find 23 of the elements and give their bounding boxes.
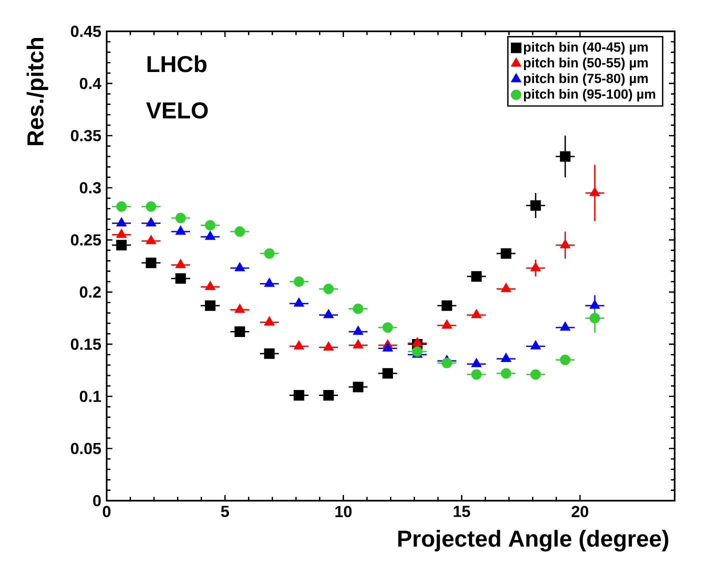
annotation: VELO bbox=[146, 102, 208, 119]
x-axis-title: Projected Angle (degree) bbox=[398, 530, 668, 552]
y-tick-label: 0.3 bbox=[80, 182, 101, 194]
legend-label: pitch bin (75-80) µm bbox=[524, 73, 648, 86]
y-tick-label: 0.45 bbox=[70, 26, 101, 37]
y-axis-title: Res./pitch bbox=[26, 38, 48, 146]
y-tick-label: 0.1 bbox=[80, 390, 101, 402]
legend-label: pitch bin (40-45) µm bbox=[524, 42, 648, 54]
y-tick-label: 0 bbox=[93, 494, 101, 506]
x-tick-label: 20 bbox=[572, 506, 588, 518]
x-tick-label: 5 bbox=[221, 506, 230, 518]
legend-label: pitch bin (50-55) µm bbox=[524, 58, 648, 70]
legend-label: pitch bin (95-100) µm bbox=[524, 89, 656, 102]
y-tick-label: 0.25 bbox=[70, 234, 101, 246]
y-tick-label: 0.05 bbox=[70, 442, 101, 454]
x-tick-label: 10 bbox=[335, 506, 352, 518]
y-tick-label: 0.15 bbox=[70, 338, 101, 350]
y-tick-label: 0.4 bbox=[80, 78, 102, 90]
y-tick-label: 0.2 bbox=[80, 286, 101, 298]
annotation: LHCb bbox=[148, 55, 206, 72]
y-tick-label: 0.35 bbox=[70, 130, 101, 142]
x-tick-label: 0 bbox=[102, 506, 110, 518]
x-tick-label: 15 bbox=[454, 506, 470, 518]
